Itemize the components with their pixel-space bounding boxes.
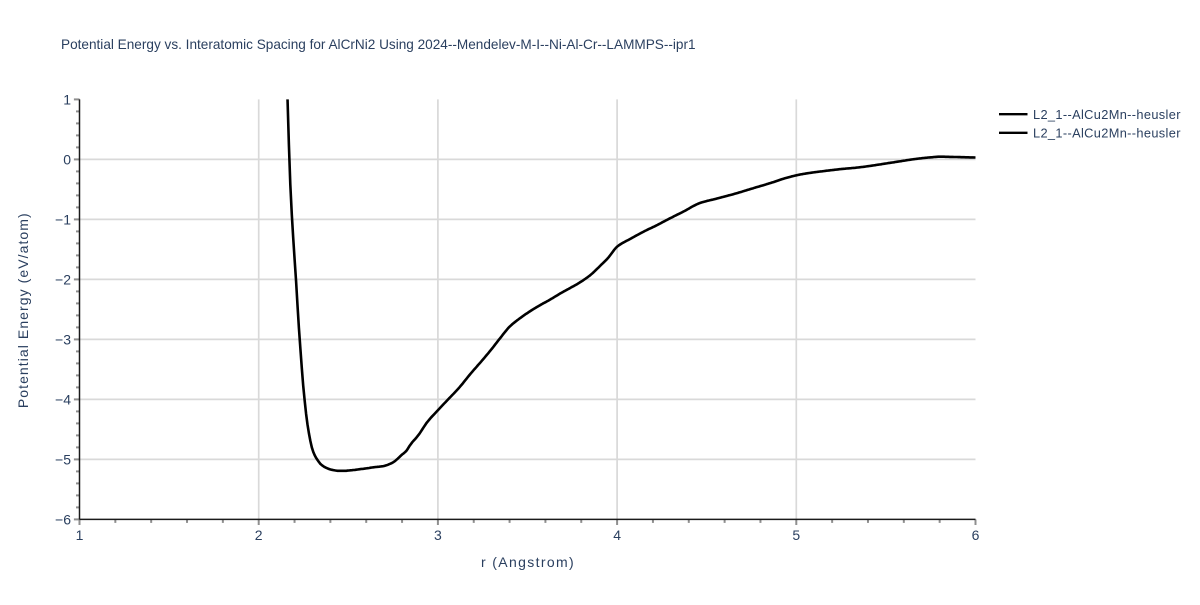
svg-text:r (Angstrom): r (Angstrom) <box>481 554 575 570</box>
svg-text:−1: −1 <box>55 211 71 227</box>
svg-text:L2_1--AlCu2Mn--heusler: L2_1--AlCu2Mn--heusler <box>1033 125 1181 140</box>
svg-text:6: 6 <box>972 527 980 543</box>
svg-text:0: 0 <box>63 151 71 167</box>
svg-text:L2_1--AlCu2Mn--heusler: L2_1--AlCu2Mn--heusler <box>1033 107 1181 122</box>
svg-text:5: 5 <box>792 527 800 543</box>
svg-text:−2: −2 <box>55 271 71 287</box>
svg-text:−5: −5 <box>55 451 71 467</box>
svg-text:4: 4 <box>613 527 621 543</box>
svg-text:Potential Energy (eV/atom): Potential Energy (eV/atom) <box>15 212 31 408</box>
svg-text:3: 3 <box>434 527 442 543</box>
svg-text:2: 2 <box>255 527 263 543</box>
svg-text:1: 1 <box>76 527 84 543</box>
svg-text:1: 1 <box>63 91 71 107</box>
svg-text:−6: −6 <box>55 511 71 527</box>
svg-text:−4: −4 <box>55 391 71 407</box>
svg-text:−3: −3 <box>55 331 71 347</box>
svg-text:Potential Energy vs. Interatom: Potential Energy vs. Interatomic Spacing… <box>61 37 696 52</box>
